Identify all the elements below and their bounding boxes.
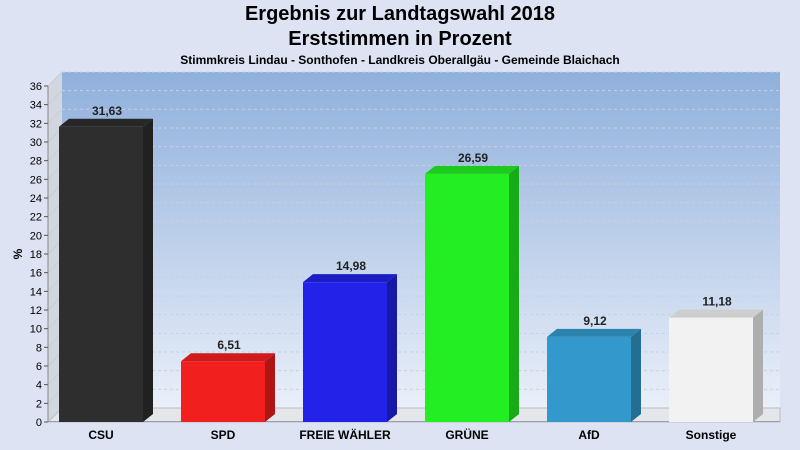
bar-spd (181, 353, 275, 422)
chart-region-label: Stimmkreis Lindau - Sonthofen - Landkrei… (180, 53, 620, 67)
y-tick-label: 10 (30, 324, 42, 336)
bar-value-label: 31,63 (92, 104, 122, 118)
bar-value-label: 11,18 (702, 295, 732, 309)
bar-value-label: 26,59 (458, 151, 488, 165)
bar-top (547, 328, 641, 337)
y-axis-label: % (11, 248, 25, 259)
bar-side (753, 309, 763, 422)
bar-side (265, 353, 275, 422)
y-tick-label: 14 (30, 286, 42, 298)
bar-front (547, 336, 631, 422)
y-tick-label: 18 (30, 249, 42, 261)
bar-top (425, 165, 519, 174)
y-tick-label: 28 (30, 156, 42, 168)
y-tick-label: 16 (30, 268, 42, 280)
y-tick-label: 32 (30, 118, 42, 130)
x-tick-label: FREIE WÄHLER (299, 427, 391, 442)
x-tick-label: Sonstige (686, 428, 737, 442)
bar-sonstige (669, 309, 763, 422)
y-tick-label: 24 (30, 193, 42, 205)
y-tick-label: 12 (30, 305, 42, 317)
bar-side (387, 274, 397, 422)
bar-front (303, 282, 387, 422)
x-tick-label: CSU (88, 428, 113, 442)
bar-freie-wähler (303, 274, 397, 422)
bar-front (669, 317, 753, 422)
y-tick-label: 2 (36, 398, 42, 410)
y-tick-label: 6 (36, 361, 42, 373)
bar-side (631, 328, 641, 422)
bar-value-label: 9,12 (583, 314, 607, 328)
bar-side (509, 165, 519, 422)
x-axis-line (48, 421, 780, 422)
y-tick-label: 26 (30, 174, 42, 186)
x-tick-label: SPD (211, 428, 236, 442)
x-tick-label: AfD (578, 428, 600, 442)
y-tick-label: 8 (36, 342, 42, 354)
bar-top (303, 274, 397, 283)
bar-front (425, 173, 509, 422)
bar-top (181, 353, 275, 362)
gridline-side (47, 108, 63, 124)
y-tick-label: 30 (30, 137, 42, 149)
bar-value-label: 14,98 (336, 259, 366, 273)
bar-grüne (425, 165, 519, 422)
bar-front (181, 361, 265, 422)
bar-afd (547, 328, 641, 422)
bar-value-label: 6,51 (217, 338, 241, 352)
chart-title: Ergebnis zur Landtagswahl 2018 (244, 3, 556, 25)
bar-top (669, 309, 763, 318)
bar-front (59, 126, 143, 422)
y-tick-label: 22 (30, 212, 42, 224)
gridline-side (47, 90, 63, 106)
y-tick-label: 34 (30, 100, 42, 112)
x-tick-label: GRÜNE (445, 427, 488, 442)
gridline-side (47, 71, 63, 87)
y-tick-label: 4 (36, 380, 42, 392)
chart-subtitle: Erststimmen in Prozent (288, 28, 512, 50)
y-tick-label: 0 (36, 417, 42, 429)
bar-top (59, 118, 153, 127)
bar-side (143, 118, 153, 422)
y-tick-label: 36 (30, 81, 42, 93)
y-tick-label: 20 (30, 230, 42, 242)
bar-csu (59, 118, 153, 422)
